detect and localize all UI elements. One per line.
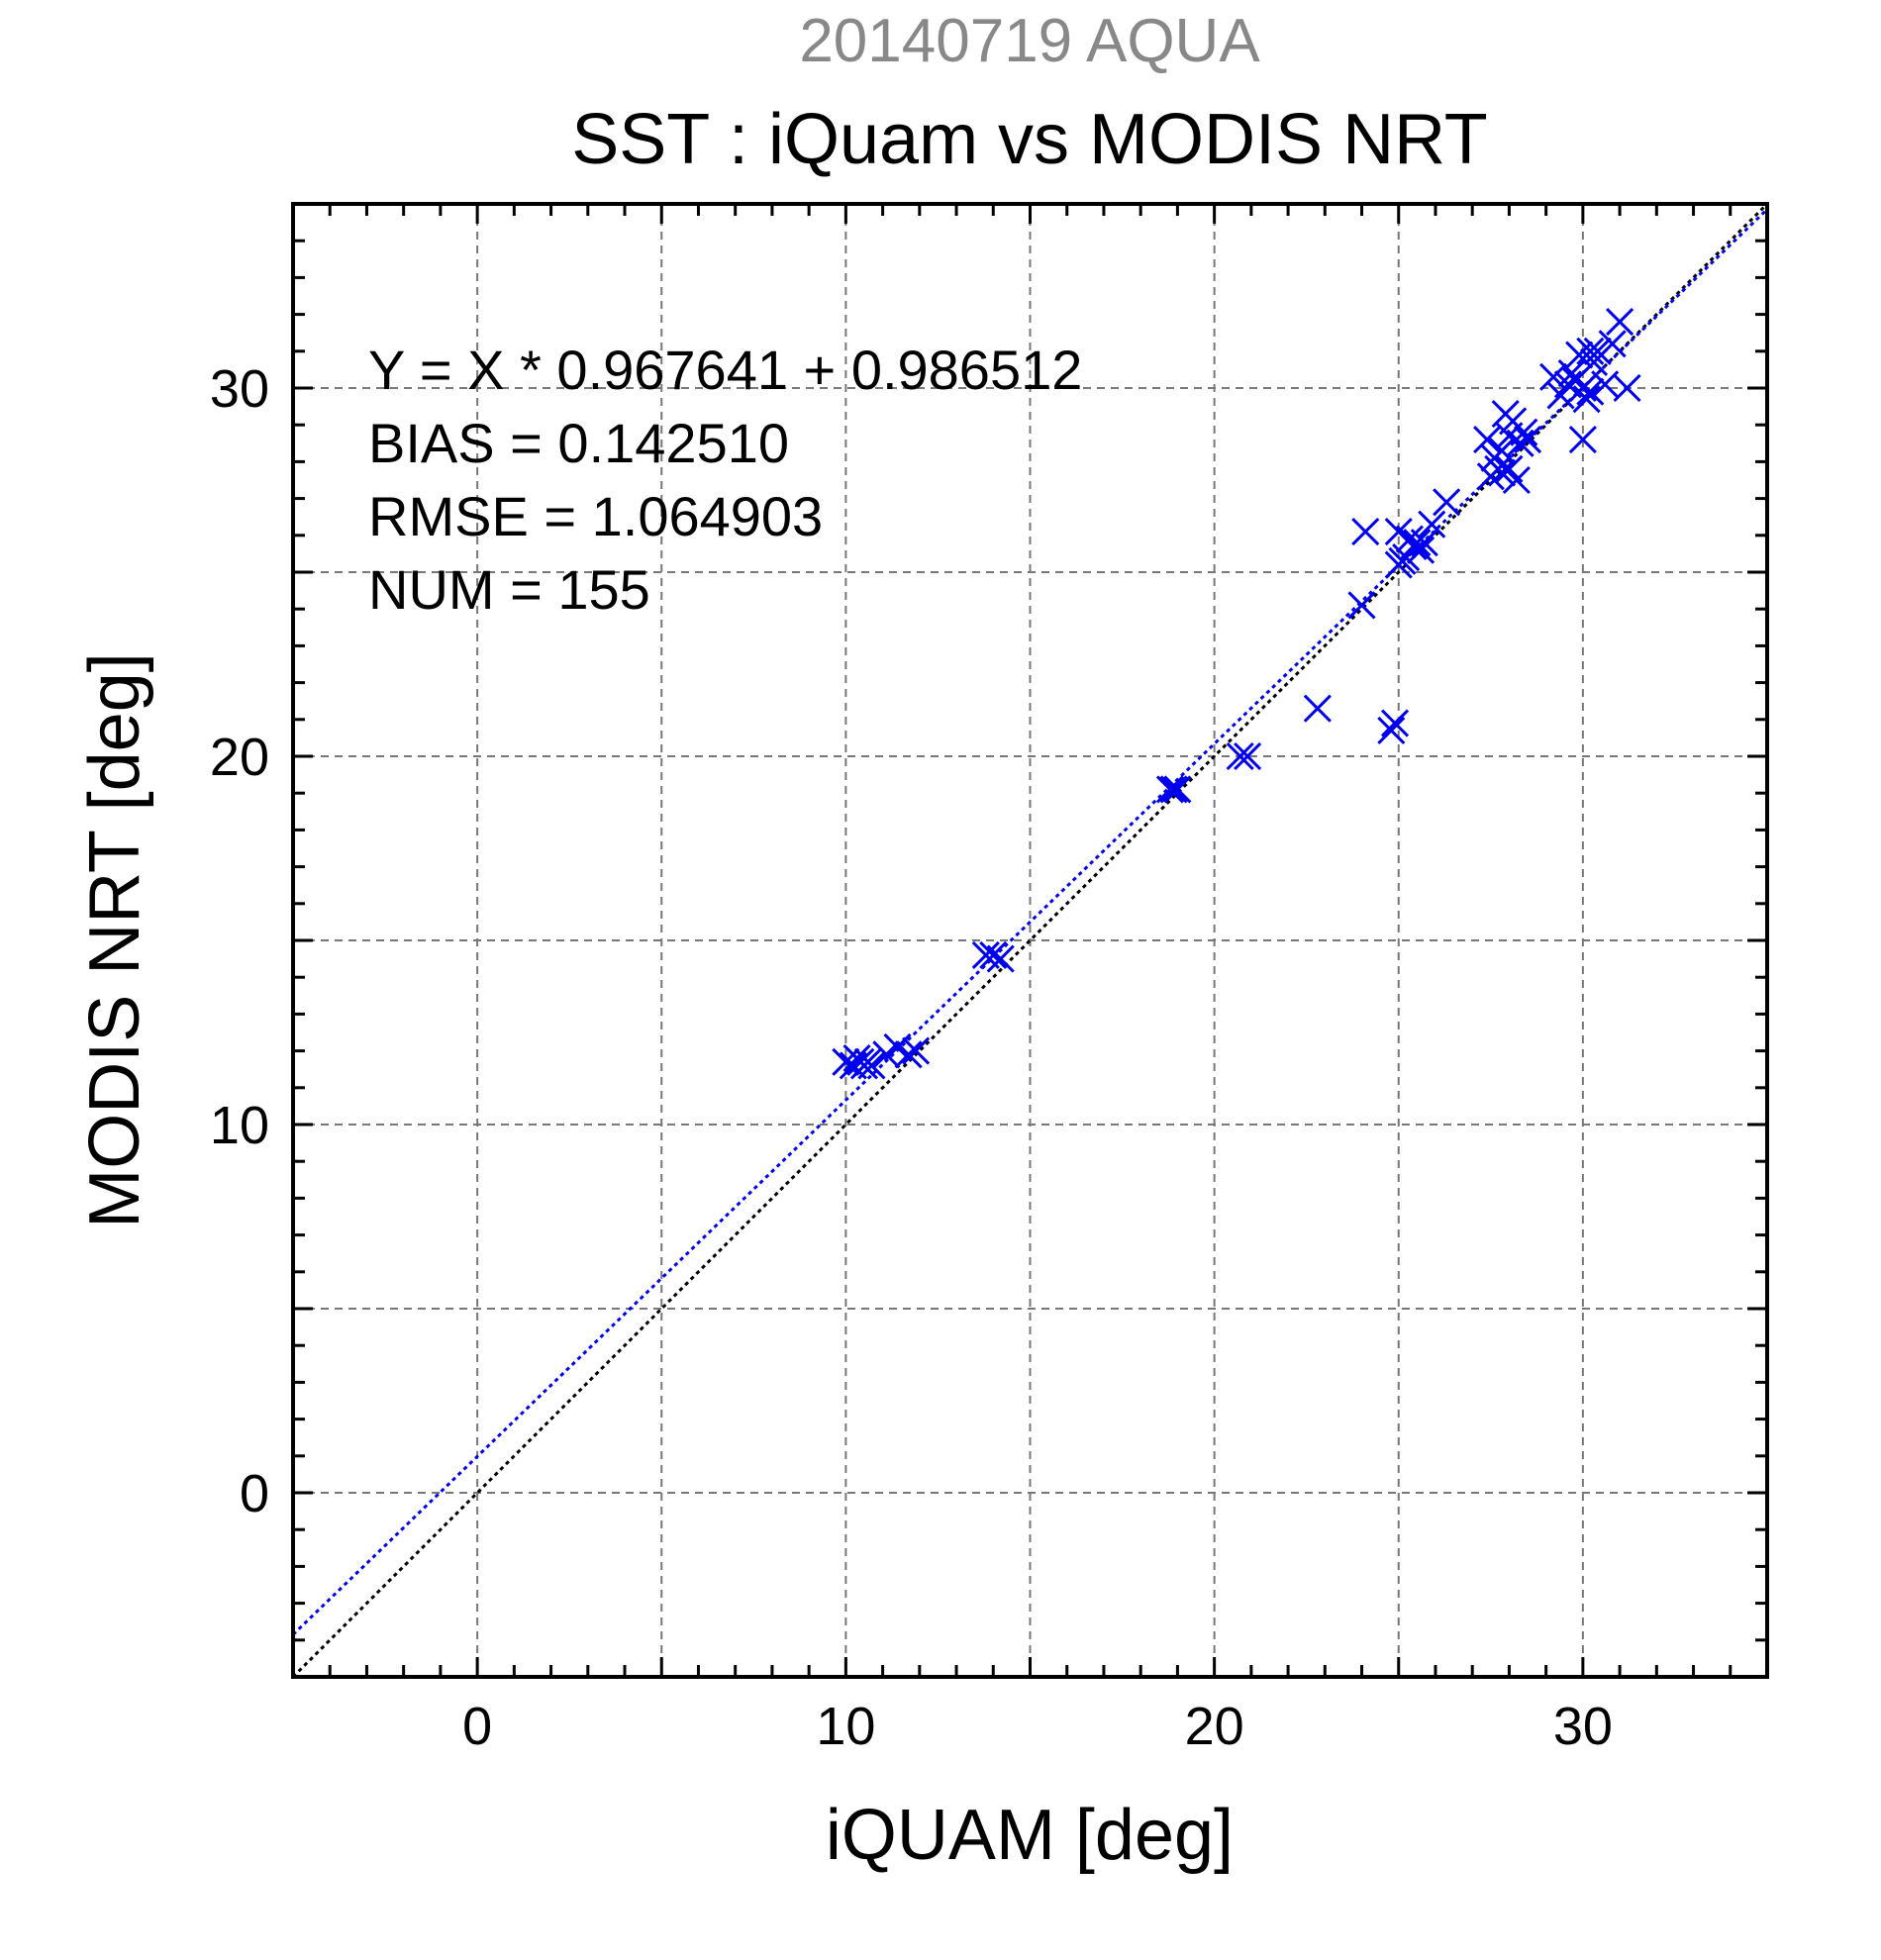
data-point xyxy=(894,1040,923,1069)
data-point xyxy=(1606,307,1634,337)
data-point xyxy=(1613,373,1641,403)
data-point xyxy=(1155,775,1185,804)
data-point xyxy=(1576,377,1605,406)
data-point xyxy=(1568,373,1597,403)
y-axis-label: MODIS NRT [deg] xyxy=(75,652,154,1228)
data-point xyxy=(1510,418,1538,446)
data-point xyxy=(1380,709,1410,737)
identity-line xyxy=(293,204,1767,1677)
stats-rmse: RMSE = 1.064903 xyxy=(368,485,823,547)
y-tick-label: 10 xyxy=(210,1096,269,1155)
data-point xyxy=(986,944,1015,973)
x-axis-label: iQUAM [deg] xyxy=(826,1796,1234,1875)
data-point xyxy=(857,1051,886,1080)
stats-equation: Y = X * 0.967641 + 0.986512 xyxy=(368,339,1082,401)
data-point xyxy=(1565,341,1594,369)
chart-suptitle: 20140719 AQUA xyxy=(799,7,1260,75)
data-point xyxy=(1303,694,1332,723)
y-tick-label: 20 xyxy=(210,728,269,787)
grid-lines xyxy=(293,204,1767,1677)
data-point xyxy=(1433,488,1461,517)
fit-line xyxy=(293,208,1767,1636)
data-point xyxy=(1568,426,1597,454)
tick-labels: 0 10 20 30 0 10 20 30 xyxy=(210,359,1613,1756)
data-points xyxy=(832,307,1641,1080)
x-tick-label: 30 xyxy=(1553,1697,1613,1756)
data-point xyxy=(1539,362,1568,391)
data-point xyxy=(1159,775,1188,804)
data-point xyxy=(1513,426,1542,454)
data-point xyxy=(979,940,1008,969)
stats-box: Y = X * 0.967641 + 0.986512 BIAS = 0.142… xyxy=(368,339,1082,621)
data-point xyxy=(1506,429,1534,457)
data-point xyxy=(1418,510,1446,539)
data-point xyxy=(1163,775,1192,804)
data-point xyxy=(1576,337,1605,365)
data-point xyxy=(1226,741,1254,771)
data-point xyxy=(1598,330,1627,358)
x-tick-label: 10 xyxy=(816,1697,875,1756)
y-tick-label: 30 xyxy=(210,359,269,419)
reference-lines xyxy=(293,204,1767,1677)
data-point xyxy=(1377,716,1406,745)
y-tick-label: 0 xyxy=(240,1464,269,1523)
data-point xyxy=(1407,536,1436,564)
data-point xyxy=(1502,465,1531,495)
data-point xyxy=(1583,337,1612,365)
x-tick-label: 20 xyxy=(1185,1697,1244,1756)
data-point xyxy=(1591,370,1620,399)
data-point xyxy=(1473,426,1502,454)
chart-title: SST : iQuam vs MODIS NRT xyxy=(571,100,1488,179)
data-point xyxy=(1410,529,1438,557)
data-point xyxy=(1347,591,1376,620)
data-point xyxy=(1572,385,1601,414)
stats-num: NUM = 155 xyxy=(368,558,650,621)
data-point xyxy=(1487,437,1517,465)
data-point xyxy=(1234,741,1262,771)
x-tick-label: 0 xyxy=(462,1697,492,1756)
data-point xyxy=(832,1047,860,1076)
stats-bias: BIAS = 0.142510 xyxy=(368,412,789,474)
plot-frame xyxy=(291,202,1769,1679)
data-point xyxy=(902,1036,931,1065)
data-point xyxy=(1351,518,1380,546)
data-point xyxy=(1487,458,1517,487)
data-point xyxy=(1403,529,1432,557)
